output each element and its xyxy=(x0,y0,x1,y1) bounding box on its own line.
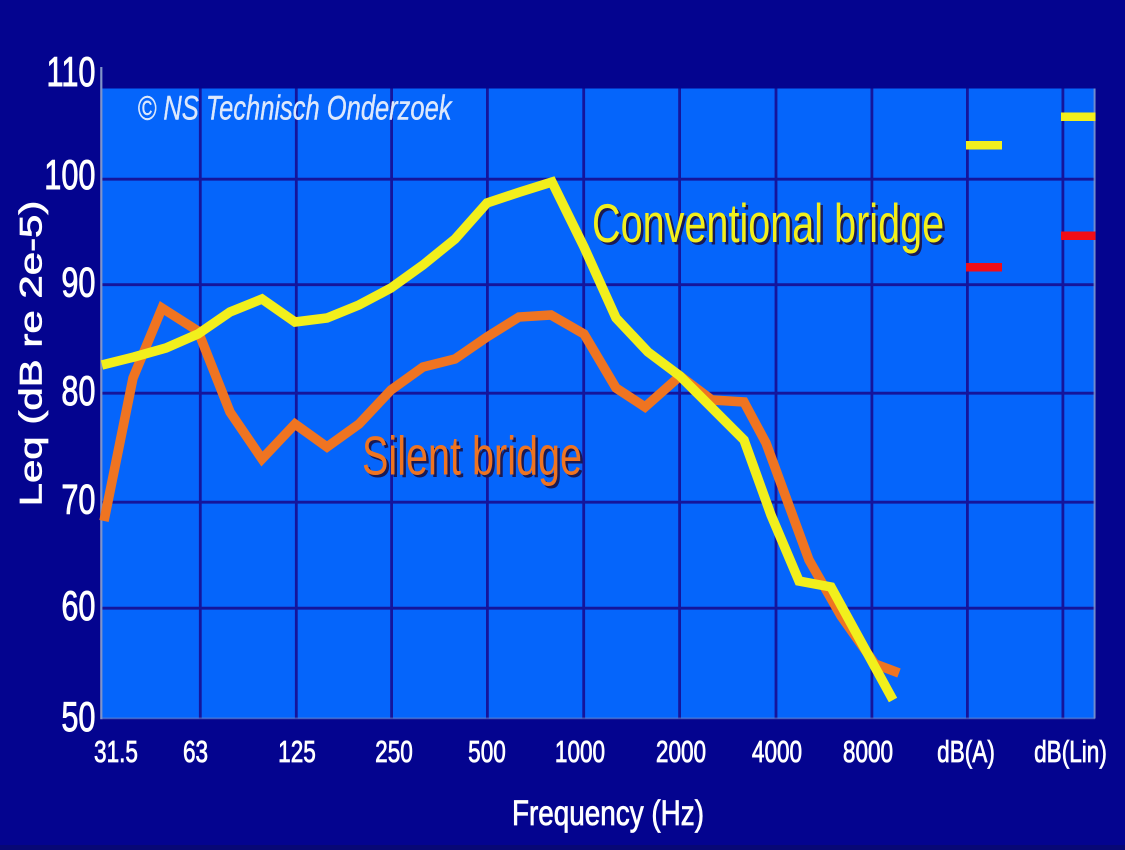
svg-text:63: 63 xyxy=(183,735,208,769)
svg-text:31.5: 31.5 xyxy=(94,735,138,769)
svg-text:90: 90 xyxy=(61,259,95,306)
svg-text:Conventional bridge: Conventional bridge xyxy=(595,196,947,257)
svg-text:125: 125 xyxy=(278,735,316,769)
svg-text:80: 80 xyxy=(61,367,95,414)
svg-text:Conventional bridge: Conventional bridge xyxy=(592,194,944,255)
svg-text:© NS Technisch Onderzoek: © NS Technisch Onderzoek xyxy=(138,90,454,127)
svg-text:Silent bridge: Silent bridge xyxy=(365,429,585,490)
svg-text:Leq (dB re 2e-5): Leq (dB re 2e-5) xyxy=(12,201,48,507)
svg-text:4000: 4000 xyxy=(752,735,802,769)
svg-text:Silent bridge: Silent bridge xyxy=(362,426,582,487)
svg-text:Frequency (Hz): Frequency (Hz) xyxy=(512,793,704,833)
svg-text:2000: 2000 xyxy=(656,735,706,769)
svg-text:dB(Lin): dB(Lin) xyxy=(1034,735,1107,769)
svg-text:250: 250 xyxy=(375,735,413,769)
svg-text:50: 50 xyxy=(61,693,95,740)
svg-text:8000: 8000 xyxy=(843,735,893,769)
svg-text:60: 60 xyxy=(61,582,95,629)
svg-text:70: 70 xyxy=(61,476,95,523)
svg-text:dB(A): dB(A) xyxy=(937,735,995,769)
svg-text:100: 100 xyxy=(44,151,95,198)
svg-text:110: 110 xyxy=(47,48,96,95)
svg-text:1000: 1000 xyxy=(555,735,605,769)
svg-text:500: 500 xyxy=(468,735,506,769)
